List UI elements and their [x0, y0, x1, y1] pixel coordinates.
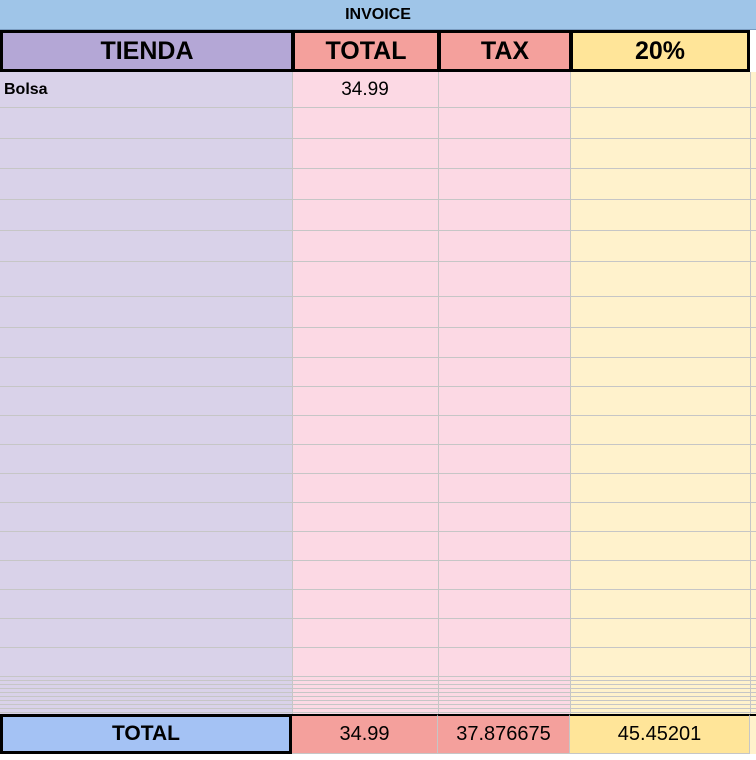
footer-value: 37.876675	[438, 714, 570, 754]
row-line	[0, 138, 756, 139]
row-line	[0, 444, 756, 445]
row-line	[0, 199, 756, 200]
row-line	[0, 688, 756, 689]
row-line	[0, 676, 756, 677]
row-line	[0, 560, 756, 561]
row-line	[0, 230, 756, 231]
row-line	[0, 647, 756, 648]
row-line	[0, 261, 756, 262]
header-cell: 20%	[570, 30, 750, 72]
column-line	[438, 72, 439, 714]
row-line	[0, 502, 756, 503]
row-line	[0, 696, 756, 697]
row-line	[0, 107, 756, 108]
row-line	[0, 708, 756, 709]
row-line	[0, 473, 756, 474]
row-line	[0, 589, 756, 590]
footer-value: 45.45201	[570, 714, 750, 754]
header-cell: TAX	[438, 30, 572, 72]
column-fill	[570, 72, 750, 714]
row-line	[0, 531, 756, 532]
row-line	[0, 618, 756, 619]
footer-edge	[750, 714, 756, 754]
row-line	[0, 415, 756, 416]
row-line	[0, 700, 756, 701]
item-value: 34.99	[341, 78, 389, 100]
column-line	[750, 72, 751, 714]
column-fill	[750, 72, 756, 714]
row-line	[0, 168, 756, 169]
row-line	[0, 692, 756, 693]
row-line	[0, 684, 756, 685]
row-line	[0, 296, 756, 297]
row-line	[0, 357, 756, 358]
column-fill	[0, 72, 292, 714]
footer-label: TOTAL	[0, 714, 292, 754]
title-bar: INVOICE	[0, 0, 756, 30]
row-line	[0, 680, 756, 681]
column-line	[570, 72, 571, 714]
column-fill	[438, 72, 570, 714]
row-line	[0, 327, 756, 328]
footer-value: 34.99	[292, 714, 438, 754]
item-name: Bolsa	[4, 80, 48, 98]
row-line	[0, 712, 756, 713]
column-fill	[292, 72, 438, 714]
header-cell: TIENDA	[0, 30, 294, 72]
row-line	[0, 704, 756, 705]
row-line	[0, 386, 756, 387]
header-cell: TOTAL	[292, 30, 440, 72]
column-line	[292, 72, 293, 714]
